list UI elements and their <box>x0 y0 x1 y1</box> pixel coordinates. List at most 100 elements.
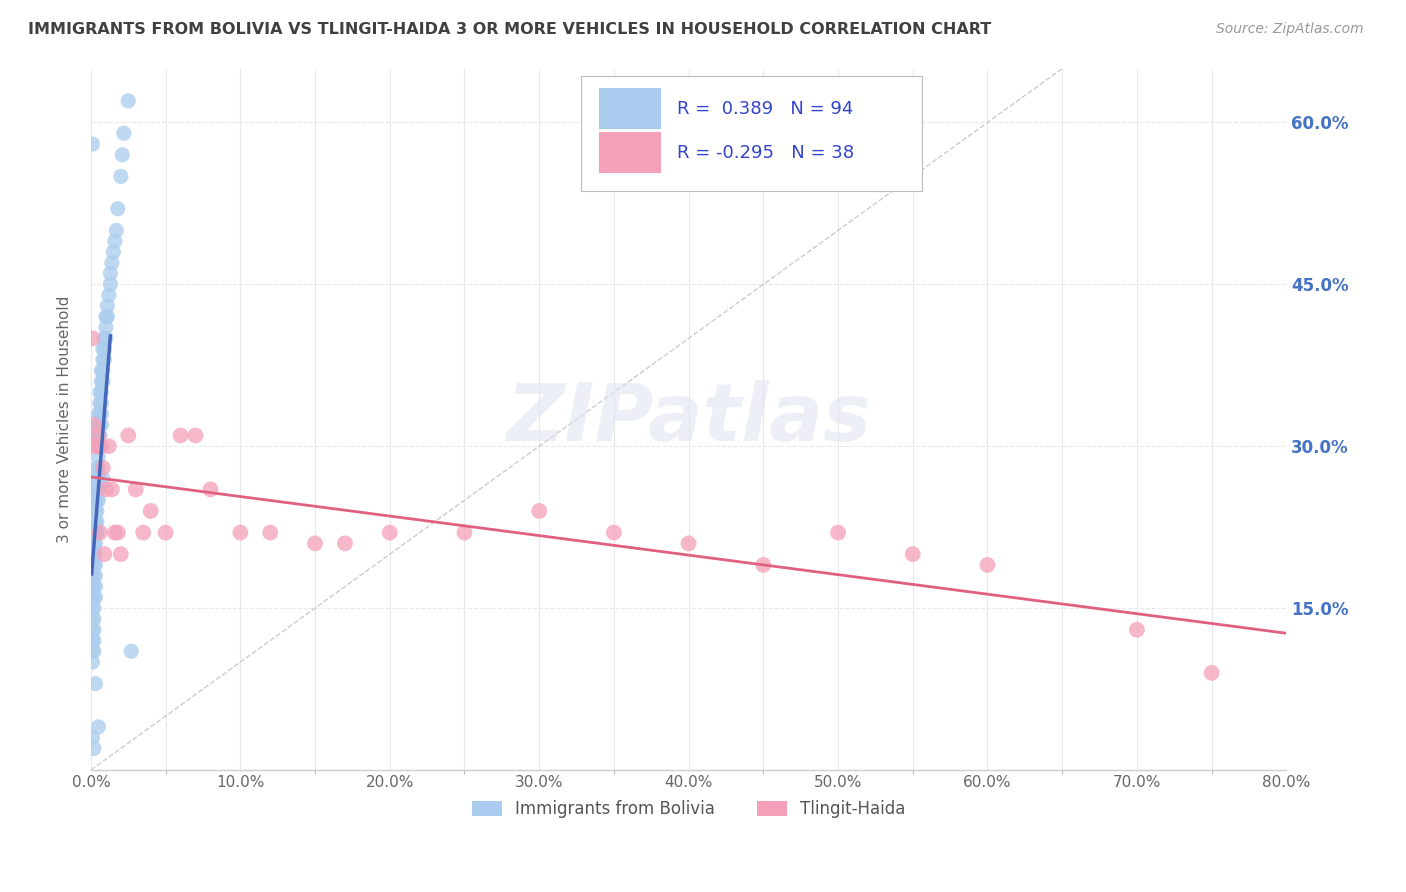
Point <box>94 320 117 334</box>
Point <box>90 375 112 389</box>
Point <box>84 536 107 550</box>
Point <box>83 568 105 582</box>
Text: Source: ZipAtlas.com: Source: ZipAtlas.com <box>1216 22 1364 37</box>
Point <box>91 352 114 367</box>
Point <box>86 515 108 529</box>
Point <box>82 536 104 550</box>
Point <box>83 601 105 615</box>
Point <box>87 417 110 432</box>
Point <box>84 547 107 561</box>
Point <box>82 591 104 605</box>
Point <box>86 525 108 540</box>
Point <box>82 568 104 582</box>
Point <box>453 525 475 540</box>
Point <box>97 439 120 453</box>
Point <box>87 450 110 464</box>
Point <box>83 623 105 637</box>
Text: R = -0.295   N = 38: R = -0.295 N = 38 <box>676 144 853 161</box>
Point <box>83 536 105 550</box>
Point <box>84 568 107 582</box>
FancyBboxPatch shape <box>581 76 922 191</box>
Point <box>83 741 105 756</box>
Point <box>91 375 114 389</box>
Point <box>110 169 132 184</box>
Point <box>87 493 110 508</box>
Y-axis label: 3 or more Vehicles in Household: 3 or more Vehicles in Household <box>58 295 72 543</box>
Text: ZIPatlas: ZIPatlas <box>506 380 872 458</box>
Point <box>827 525 849 540</box>
Point <box>107 525 129 540</box>
Point <box>678 536 700 550</box>
Point <box>86 493 108 508</box>
Point <box>91 364 114 378</box>
Point <box>104 525 127 540</box>
Point <box>117 428 139 442</box>
Point <box>84 591 107 605</box>
Point <box>120 644 142 658</box>
Point <box>103 244 125 259</box>
Point <box>82 612 104 626</box>
Point <box>91 342 114 356</box>
Point <box>83 580 105 594</box>
Point <box>901 547 924 561</box>
Point <box>84 483 107 497</box>
Point <box>84 580 107 594</box>
Point <box>87 428 110 442</box>
Point <box>87 483 110 497</box>
Point <box>90 439 112 453</box>
Point <box>93 352 115 367</box>
Point <box>117 94 139 108</box>
Point <box>90 396 112 410</box>
Point <box>82 731 104 745</box>
Point <box>83 417 105 432</box>
Point <box>87 439 110 453</box>
Point <box>98 277 121 292</box>
Point <box>105 223 128 237</box>
Point <box>90 385 112 400</box>
Point <box>101 483 124 497</box>
Point <box>89 525 111 540</box>
Point <box>1126 623 1149 637</box>
Point <box>87 720 110 734</box>
Point <box>112 126 135 140</box>
Point <box>94 331 117 345</box>
Point <box>82 580 104 594</box>
Point <box>90 407 112 421</box>
Point <box>89 385 111 400</box>
Point <box>1201 665 1223 680</box>
Text: IMMIGRANTS FROM BOLIVIA VS TLINGIT-HAIDA 3 OR MORE VEHICLES IN HOUSEHOLD CORRELA: IMMIGRANTS FROM BOLIVIA VS TLINGIT-HAIDA… <box>28 22 991 37</box>
Point <box>82 547 104 561</box>
Point <box>82 655 104 669</box>
Point <box>752 558 775 572</box>
Point <box>89 417 111 432</box>
FancyBboxPatch shape <box>599 132 661 173</box>
Point <box>110 547 132 561</box>
Point <box>90 417 112 432</box>
Point <box>89 428 111 442</box>
Point <box>94 483 117 497</box>
Point <box>87 472 110 486</box>
Point <box>200 483 222 497</box>
Point <box>107 202 129 216</box>
Point <box>83 644 105 658</box>
Point <box>82 623 104 637</box>
Point <box>91 472 114 486</box>
Legend: Immigrants from Bolivia, Tlingit-Haida: Immigrants from Bolivia, Tlingit-Haida <box>465 794 912 825</box>
Point <box>82 558 104 572</box>
Point <box>83 591 105 605</box>
Point <box>82 644 104 658</box>
Point <box>84 525 107 540</box>
Point <box>89 439 111 453</box>
Point <box>155 525 177 540</box>
Point <box>96 310 118 324</box>
Point <box>139 504 162 518</box>
Point <box>83 558 105 572</box>
Point <box>87 460 110 475</box>
Point <box>378 525 401 540</box>
Point <box>83 547 105 561</box>
Point <box>82 331 104 345</box>
Point <box>84 676 107 690</box>
Point <box>84 439 107 453</box>
Point <box>83 633 105 648</box>
Point <box>529 504 551 518</box>
